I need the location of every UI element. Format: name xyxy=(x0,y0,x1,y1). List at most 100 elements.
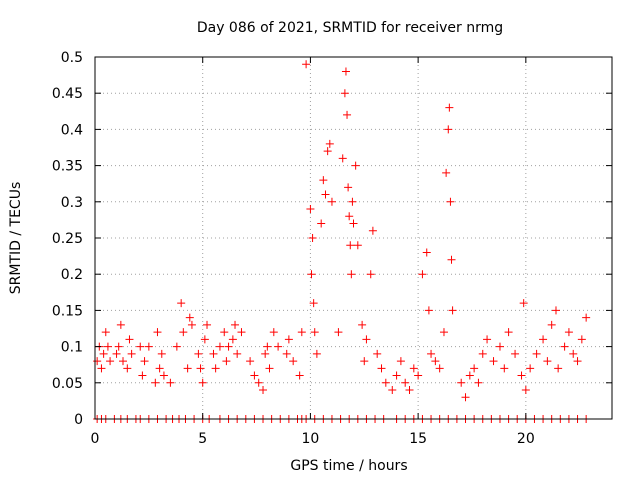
axis-ticks xyxy=(94,56,612,420)
data-point xyxy=(447,255,456,264)
data-point xyxy=(338,154,347,163)
data-point xyxy=(155,364,164,373)
data-points xyxy=(93,60,591,423)
data-point xyxy=(341,67,350,76)
x-axis-label: GPS time / hours xyxy=(290,458,407,474)
data-point xyxy=(424,306,433,315)
data-point xyxy=(265,364,274,373)
data-point xyxy=(564,328,573,337)
data-point xyxy=(347,270,356,279)
data-point xyxy=(435,364,444,373)
y-tick-label: 0.4 xyxy=(61,122,83,138)
data-point xyxy=(569,349,578,358)
data-point xyxy=(127,349,136,358)
data-point xyxy=(554,364,563,373)
data-point xyxy=(444,125,453,134)
y-tick-label: 0 xyxy=(74,412,83,428)
data-point xyxy=(396,357,405,366)
data-point xyxy=(543,357,552,366)
data-point xyxy=(222,357,231,366)
data-point xyxy=(381,378,390,387)
data-point xyxy=(517,371,526,380)
plot-frame xyxy=(94,56,613,420)
y-axis-label: SRMTID / TECUs xyxy=(8,182,24,295)
data-point xyxy=(200,335,209,344)
y-tick-label: 0.5 xyxy=(61,50,83,66)
data-point xyxy=(362,335,371,344)
data-point xyxy=(246,357,255,366)
data-point xyxy=(388,386,397,395)
data-point xyxy=(470,364,479,373)
data-point xyxy=(346,241,355,250)
data-point xyxy=(116,320,125,329)
data-point xyxy=(282,349,291,358)
data-point xyxy=(177,299,186,308)
data-point xyxy=(166,378,175,387)
data-point xyxy=(483,335,492,344)
data-point xyxy=(422,248,431,257)
y-tick-label: 0.45 xyxy=(52,86,83,102)
data-point xyxy=(577,335,586,344)
data-point xyxy=(582,313,591,322)
data-point xyxy=(289,357,298,366)
data-point xyxy=(345,212,354,221)
data-point xyxy=(259,386,268,395)
data-point xyxy=(302,60,311,69)
x-tick-label: 20 xyxy=(517,431,535,447)
data-point xyxy=(358,320,367,329)
data-point xyxy=(153,328,162,337)
data-point xyxy=(250,371,259,380)
data-point xyxy=(114,342,123,351)
data-point xyxy=(309,299,318,308)
data-point xyxy=(194,349,203,358)
x-tick-label: 0 xyxy=(91,431,100,447)
data-point xyxy=(308,234,317,242)
y-tick-label: 0.1 xyxy=(61,340,83,356)
data-point xyxy=(97,364,106,373)
data-point xyxy=(489,357,498,366)
data-point xyxy=(261,349,270,358)
data-point xyxy=(539,335,548,344)
data-point xyxy=(310,328,319,337)
data-point xyxy=(448,306,457,315)
data-point xyxy=(228,335,237,344)
y-tick-label: 0.2 xyxy=(61,267,83,283)
data-point xyxy=(203,320,212,329)
y-tick-labels: 0 0.05 0.1 0.15 0.2 0.25 0.3 0.35 0.4 0.45 0.5 xyxy=(52,50,83,428)
data-point xyxy=(446,197,455,206)
data-point xyxy=(103,342,112,351)
x-tick-label: 15 xyxy=(409,431,427,447)
data-point xyxy=(319,176,328,185)
data-point xyxy=(349,219,358,228)
y-tick-label: 0.3 xyxy=(61,195,83,211)
data-point xyxy=(144,342,153,351)
data-point xyxy=(263,342,272,351)
data-point xyxy=(274,342,283,351)
data-point xyxy=(547,320,556,329)
data-point xyxy=(220,328,229,337)
data-point xyxy=(401,378,410,387)
data-point xyxy=(307,270,316,279)
data-point xyxy=(157,349,166,358)
data-point xyxy=(500,364,509,373)
data-point xyxy=(551,306,560,315)
data-point xyxy=(353,241,362,250)
data-point xyxy=(461,393,470,402)
data-point xyxy=(474,378,483,387)
data-point xyxy=(151,378,160,387)
data-point xyxy=(317,219,326,228)
data-point xyxy=(431,357,440,366)
data-point xyxy=(409,364,418,373)
data-point xyxy=(343,110,352,119)
data-point xyxy=(344,183,353,192)
data-point xyxy=(125,335,134,344)
y-tick-label: 0.25 xyxy=(52,231,83,247)
data-point xyxy=(185,313,194,322)
data-point xyxy=(325,139,334,148)
data-point xyxy=(457,378,466,387)
data-point xyxy=(560,342,569,351)
data-point xyxy=(123,364,132,373)
data-point xyxy=(209,349,218,358)
data-point xyxy=(414,371,423,380)
data-point xyxy=(215,342,224,351)
